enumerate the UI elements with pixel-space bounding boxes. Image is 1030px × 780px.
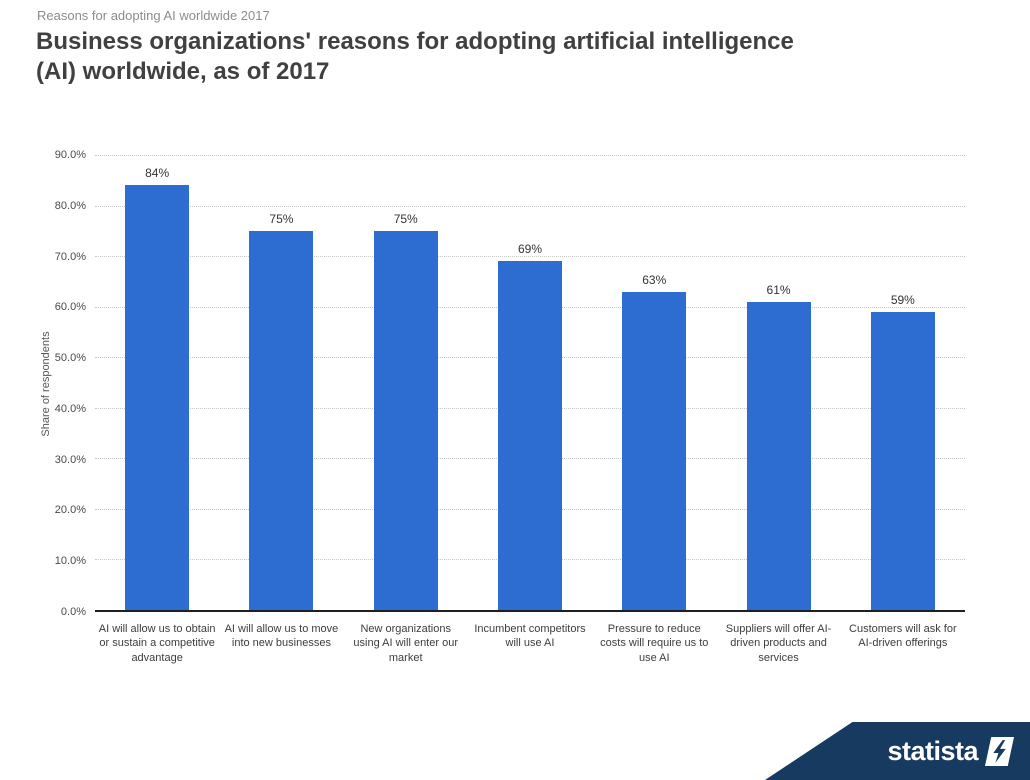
bars-row: 84% 75% 75% 69% 63% 61% 59% [95,155,965,610]
bar [497,261,562,610]
plot-area: 84% 75% 75% 69% 63% 61% 59% [95,155,965,612]
bar-slot: 75% [219,155,343,610]
bar-slot: 84% [95,155,219,610]
gridline [95,256,965,258]
x-axis-category-labels: AI will allow us to obtain or sustain a … [95,622,965,665]
bar-value-label: 75% [393,211,418,226]
bar-slot: 61% [716,155,840,610]
gridline [95,155,965,156]
gridline [95,205,965,207]
y-tick-label: 70.0% [54,250,86,263]
x-category-label: Customers will ask for AI-driven offerin… [849,623,957,650]
x-category-label: Pressure to reduce costs will require us… [600,623,709,664]
x-category-label: AI will allow us to move into new busine… [224,623,339,650]
bar-value-label: 84% [145,166,170,181]
bar-slot: 63% [592,155,716,610]
bar [870,311,935,610]
bar-value-label: 61% [766,282,791,297]
y-tick-label: 50.0% [54,352,86,365]
statista-banner: statista [765,722,1030,780]
bar-value-label: 59% [890,292,915,307]
bar-slot: 75% [344,155,468,610]
bar [373,230,438,610]
page-title: Business organizations' reasons for adop… [36,28,794,85]
bar-value-label: 75% [269,211,294,226]
statista-logo-icon [985,736,1014,766]
bar-value-label: 69% [517,242,542,257]
bar [125,185,190,610]
y-tick-label: 60.0% [54,301,86,314]
bar [249,230,314,610]
x-category-label: New organizations using AI will enter ou… [353,623,458,664]
bar-slot: 59% [841,155,965,610]
statista-wordmark: statista [887,735,978,766]
y-tick-label: 80.0% [54,199,86,212]
bar-slot: 69% [468,155,592,610]
x-category-label: AI will allow us to obtain or sustain a … [98,623,216,664]
y-tick-label: 0.0% [60,606,86,618]
bar-value-label: 63% [642,272,667,287]
chart-eyebrow: Reasons for adopting AI worldwide 2017 [37,8,270,23]
y-tick-label: 90.0% [54,149,86,161]
x-category-label: Suppliers will offer AI-driven products … [725,623,832,664]
y-tick-label: 40.0% [54,402,86,415]
bar [622,291,687,610]
y-tick-label: 10.0% [54,555,86,568]
y-tick-label: 30.0% [54,453,86,466]
y-tick-label: 20.0% [54,504,86,517]
x-category-label: Incumbent competitors will use AI [474,623,586,650]
bar [746,301,811,610]
y-axis-ticks: 0.0% 10.0% 20.0% 30.0% 40.0% 50.0% 60.0% 70.0% 8… [0,149,88,618]
